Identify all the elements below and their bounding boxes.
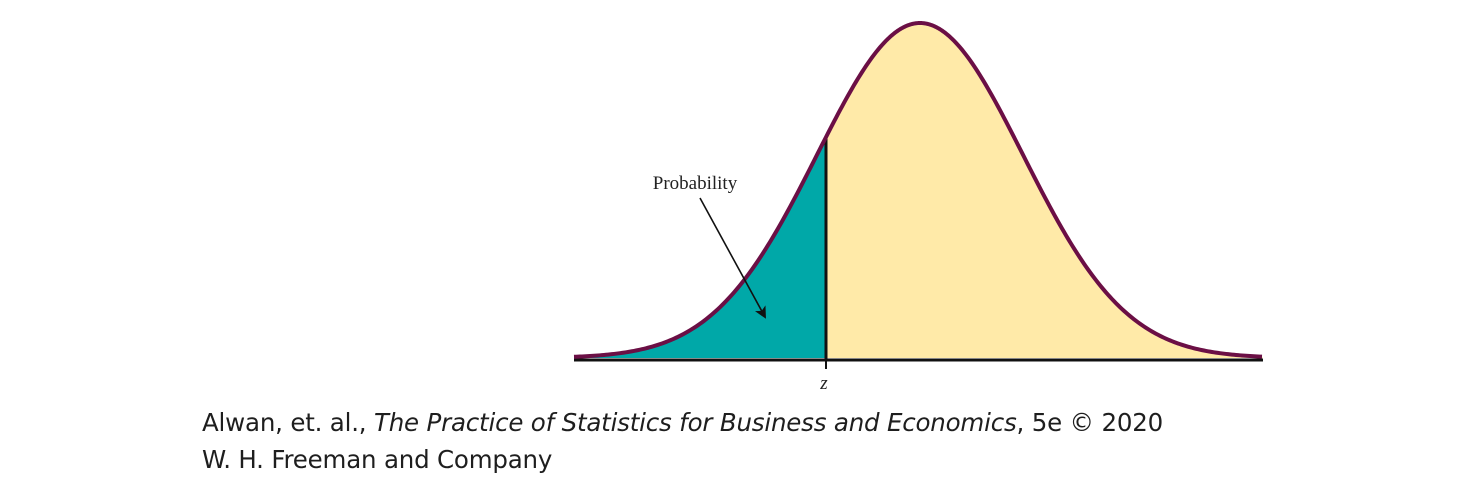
credit-line-2: W. H. Freeman and Company bbox=[202, 445, 553, 474]
credit-line-1: Alwan, et. al., The Practice of Statisti… bbox=[202, 404, 1202, 441]
credit-book-title: The Practice of Statistics for Business … bbox=[373, 408, 1017, 437]
credit-edition-copyright: , 5e © 2020 bbox=[1016, 408, 1164, 437]
z-label: z bbox=[819, 373, 828, 394]
normal-curve-outline bbox=[573, 21, 1263, 359]
probability-label: Probability bbox=[653, 173, 738, 194]
unshaded-area bbox=[826, 23, 1263, 358]
shaded-probability-area bbox=[574, 137, 826, 358]
credit-authors: Alwan, et. al., bbox=[202, 408, 374, 437]
credit-text: Alwan, et. al., The Practice of Statisti… bbox=[202, 404, 1202, 478]
annotation-arrow bbox=[699, 197, 766, 319]
